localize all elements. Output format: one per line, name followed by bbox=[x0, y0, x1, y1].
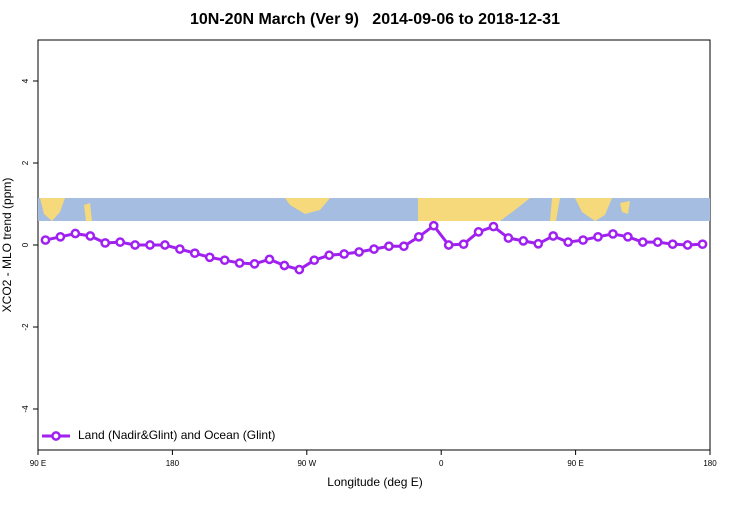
point bbox=[697, 239, 708, 250]
y-tick-label: 2 bbox=[21, 160, 30, 165]
legend-marker bbox=[51, 431, 61, 441]
point bbox=[189, 248, 200, 259]
point bbox=[623, 231, 633, 242]
point bbox=[85, 231, 96, 241]
point bbox=[473, 227, 484, 237]
x-tick-label: 180 bbox=[166, 459, 180, 468]
map-land bbox=[418, 198, 530, 221]
point bbox=[563, 237, 573, 247]
point bbox=[578, 235, 588, 245]
point bbox=[234, 258, 245, 268]
point bbox=[40, 235, 51, 245]
point bbox=[219, 255, 230, 266]
map-land bbox=[620, 201, 630, 214]
point bbox=[175, 244, 185, 254]
point bbox=[608, 229, 618, 239]
point bbox=[399, 241, 409, 252]
map-land bbox=[550, 198, 560, 221]
point bbox=[264, 254, 275, 265]
point bbox=[652, 237, 663, 247]
map-land bbox=[40, 198, 65, 221]
point bbox=[458, 239, 469, 250]
point bbox=[204, 252, 215, 263]
point bbox=[70, 228, 81, 239]
map-land bbox=[285, 198, 330, 214]
x-tick-label: 90 E bbox=[30, 459, 46, 468]
x-axis-label: Longitude (deg E) bbox=[327, 475, 422, 489]
chart-title: 10N-20N March (Ver 9) 2014-09-06 to 2018… bbox=[190, 11, 560, 28]
point bbox=[279, 260, 290, 271]
y-tick-label: -2 bbox=[21, 323, 30, 331]
map-band bbox=[38, 198, 710, 221]
y-tick-label: 4 bbox=[21, 78, 30, 83]
point bbox=[518, 236, 529, 246]
point bbox=[548, 231, 559, 241]
point bbox=[249, 259, 260, 269]
point bbox=[533, 238, 544, 249]
point bbox=[324, 250, 335, 261]
point bbox=[294, 264, 305, 275]
point bbox=[593, 231, 603, 242]
y-axis-label: XCO2 - MLO trend (ppm) bbox=[0, 178, 14, 313]
point bbox=[55, 231, 66, 242]
point bbox=[682, 240, 693, 250]
x-tick-label: 0 bbox=[439, 459, 444, 468]
point bbox=[428, 220, 439, 231]
point bbox=[354, 247, 364, 257]
y-tick-label: -4 bbox=[21, 405, 30, 413]
y-tick-label: 0 bbox=[21, 242, 30, 247]
point bbox=[130, 240, 140, 250]
map-ocean bbox=[38, 198, 710, 221]
point bbox=[488, 221, 499, 232]
point bbox=[369, 244, 379, 254]
point bbox=[309, 255, 320, 266]
point bbox=[413, 231, 424, 242]
x-tick-label: 180 bbox=[703, 459, 717, 468]
point bbox=[145, 240, 155, 250]
legend-label: Land (Nadir&Glint) and Ocean (Glint) bbox=[78, 428, 275, 442]
point bbox=[503, 233, 514, 243]
point bbox=[443, 240, 454, 250]
point bbox=[637, 237, 648, 247]
point bbox=[339, 249, 349, 259]
point bbox=[667, 239, 678, 250]
map-land bbox=[575, 198, 612, 221]
point bbox=[384, 241, 394, 252]
x-tick-label: 90 W bbox=[297, 459, 316, 468]
x-tick-label: 90 E bbox=[567, 459, 583, 468]
map-land bbox=[84, 203, 92, 221]
point bbox=[115, 237, 125, 247]
point bbox=[160, 240, 170, 250]
point bbox=[100, 238, 111, 248]
